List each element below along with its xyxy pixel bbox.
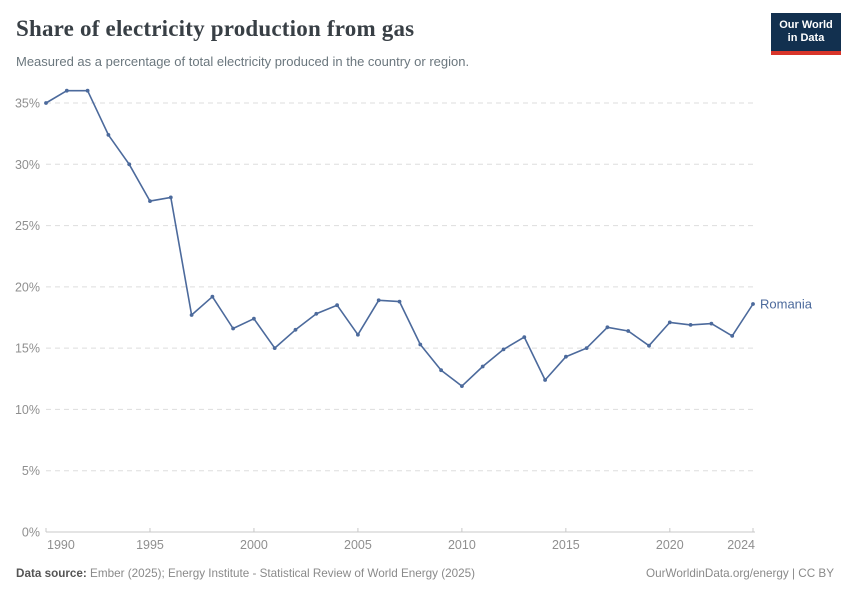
x-tick-label-1990: 1990: [47, 538, 75, 552]
owid-logo-line2: in Data: [787, 32, 825, 44]
data-point-1990: [44, 101, 48, 105]
data-point-2013: [522, 335, 527, 339]
data-point-2018: [626, 329, 631, 333]
data-point-2019: [647, 343, 651, 348]
data-point-1992: [85, 88, 90, 93]
owid-logo[interactable]: Our World in Data: [771, 13, 841, 55]
owid-logo-line1: Our World: [779, 19, 833, 31]
data-point-2020: [667, 320, 672, 325]
x-tick-label-2020: 2020: [656, 538, 684, 552]
y-tick-label-25: 25%: [15, 219, 40, 233]
y-tick-label-35: 35%: [15, 97, 40, 111]
data-point-2010: [460, 384, 464, 388]
series-label-romania[interactable]: Romania: [760, 297, 813, 312]
data-point-1997: [189, 313, 194, 317]
data-source-note: Data source: Ember (2025); Energy Instit…: [16, 567, 475, 580]
data-point-2012: [501, 347, 506, 352]
x-tick-label-2015: 2015: [552, 538, 580, 552]
data-point-2015: [564, 354, 568, 359]
data-point-1995: [148, 199, 152, 204]
license-note[interactable]: OurWorldinData.org/energy | CC BY: [646, 567, 834, 580]
data-source-label: Data source:: [16, 567, 87, 580]
data-point-2009: [439, 368, 443, 373]
x-tick-label-2005: 2005: [344, 538, 372, 552]
y-tick-label-30: 30%: [15, 158, 40, 172]
x-tick-label-1995: 1995: [136, 538, 164, 552]
data-point-1993: [106, 133, 111, 137]
data-point-2004: [335, 303, 339, 308]
series-line-romania[interactable]: [45, 89, 754, 387]
x-tick-label-2000: 2000: [240, 538, 268, 552]
data-point-2006: [376, 298, 381, 303]
data-point-2003: [314, 311, 319, 316]
chart-subtitle: Measured as a percentage of total electr…: [16, 54, 470, 69]
data-point-2021: [688, 323, 693, 327]
y-tick-label-20: 20%: [15, 280, 40, 294]
chart-footer: Data source: Ember (2025); Energy Instit…: [16, 567, 834, 580]
data-point-1999: [231, 326, 236, 331]
data-source-text: Ember (2025); Energy Institute - Statist…: [86, 567, 476, 580]
data-point-2005: [356, 332, 360, 337]
line-chart: 0% 5% 10% 15% 20% 25% 30% 35% 1990 1995 2000 2005 20…: [15, 88, 813, 552]
data-point-2024: [751, 302, 755, 306]
data-point-2022: [709, 321, 714, 326]
y-tick-label-5: 5%: [22, 464, 40, 478]
data-point-2000: [252, 316, 256, 321]
data-point-1996: [168, 195, 173, 200]
data-point-2008: [418, 342, 423, 347]
y-tick-label-0: 0%: [22, 526, 40, 540]
data-point-1994: [127, 162, 132, 167]
x-tick-label-2010: 2010: [448, 538, 476, 552]
data-point-2017: [605, 325, 610, 330]
data-point-2016: [584, 346, 589, 350]
data-point-2001: [272, 346, 277, 350]
x-tick-label-2024: 2024: [727, 538, 755, 552]
data-point-1998: [210, 294, 215, 299]
data-point-2007: [397, 299, 402, 304]
data-point-1991: [64, 88, 69, 93]
data-point-2011: [480, 364, 485, 369]
data-point-2014: [543, 378, 547, 382]
page-title: Share of electricity production from gas: [16, 16, 415, 41]
y-tick-label-10: 10%: [15, 403, 40, 417]
data-point-2002: [293, 327, 298, 332]
y-tick-label-15: 15%: [15, 342, 40, 356]
data-point-2023: [730, 334, 735, 338]
